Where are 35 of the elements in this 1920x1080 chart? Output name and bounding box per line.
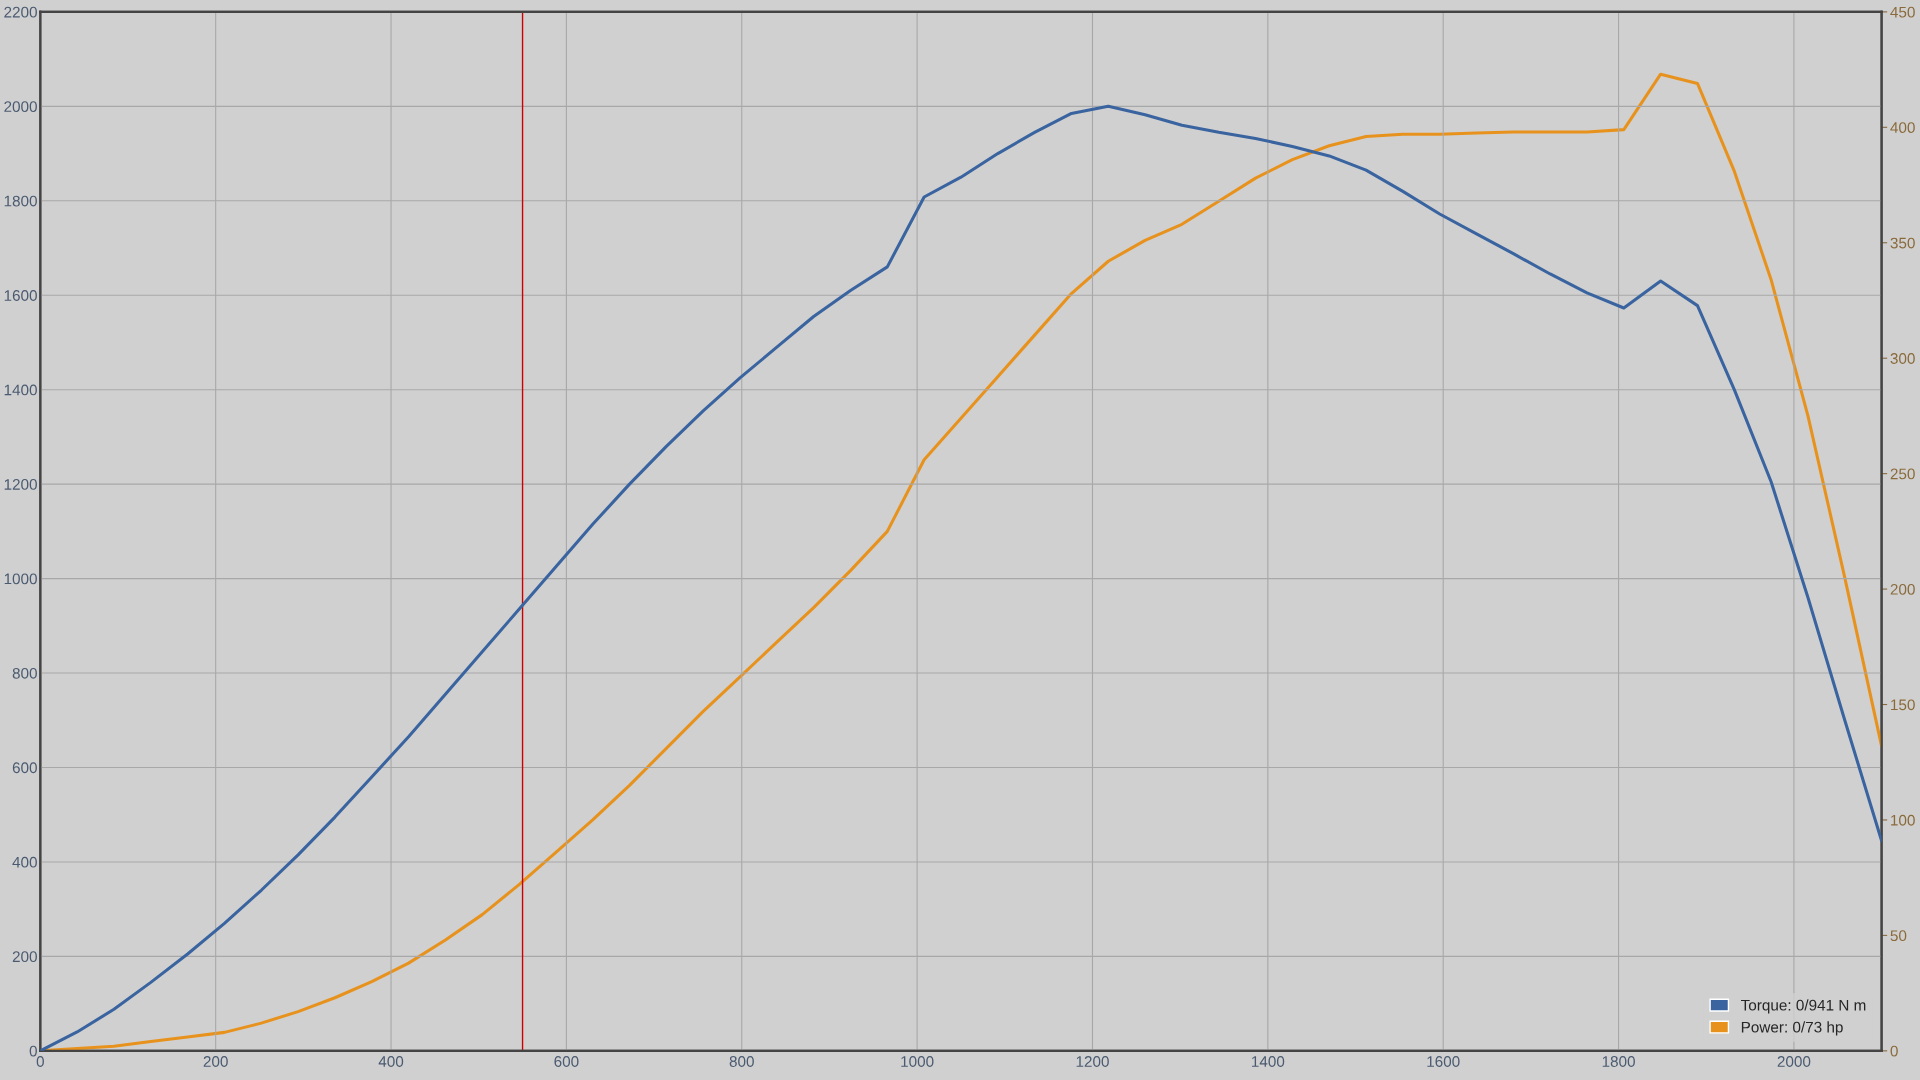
y2-tick-label: 200 bbox=[1890, 583, 1915, 595]
y-tick-label: 1000 bbox=[4, 573, 37, 585]
y-tick-label: 1400 bbox=[4, 384, 37, 396]
y2-tick-label: 400 bbox=[1890, 122, 1915, 134]
y-tick-label: 1200 bbox=[4, 479, 37, 490]
x-tick-label: 800 bbox=[729, 1056, 754, 1067]
y2-tick-label: 50 bbox=[1890, 930, 1907, 942]
y2-tick-label: 150 bbox=[1891, 699, 1915, 711]
y-tick-label: 400 bbox=[12, 856, 37, 868]
x-tick-label: 1400 bbox=[1252, 1056, 1285, 1067]
y-tick-label: 2000 bbox=[4, 101, 37, 113]
y2-tick-label: 250 bbox=[1890, 468, 1915, 480]
x-tick-label: 1600 bbox=[1427, 1056, 1460, 1067]
y-tick-label: 2200 bbox=[4, 6, 37, 18]
x-tick-label: 1000 bbox=[901, 1056, 934, 1067]
y-tick-label: 600 bbox=[12, 762, 37, 774]
x-tick-label: 1800 bbox=[1602, 1056, 1635, 1067]
y-tick-label: 0 bbox=[29, 1045, 37, 1057]
y-tick-label: 800 bbox=[12, 667, 37, 679]
legend-label: Power: 0/73 hp bbox=[1741, 1021, 1843, 1036]
y2-tick-label: 0 bbox=[1890, 1045, 1898, 1057]
y-tick-label: 200 bbox=[12, 951, 37, 963]
y2-tick-label: 350 bbox=[1890, 237, 1915, 249]
x-tick-label: 1200 bbox=[1076, 1056, 1109, 1067]
y2-tick-label: 100 bbox=[1891, 814, 1915, 826]
legend-label: Torque: 0/941 N m bbox=[1741, 999, 1866, 1014]
y-tick-label: 1600 bbox=[4, 290, 37, 301]
x-tick-label: 0 bbox=[36, 1056, 44, 1067]
x-tick-label: 600 bbox=[554, 1056, 579, 1067]
y2-tick-label: 300 bbox=[1890, 353, 1915, 364]
x-tick-label: 400 bbox=[378, 1056, 404, 1067]
y2-tick-label: 450 bbox=[1890, 6, 1915, 18]
x-tick-label: 2000 bbox=[1777, 1056, 1811, 1067]
y-tick-label: 1800 bbox=[4, 195, 37, 207]
x-tick-label: 200 bbox=[203, 1056, 228, 1067]
